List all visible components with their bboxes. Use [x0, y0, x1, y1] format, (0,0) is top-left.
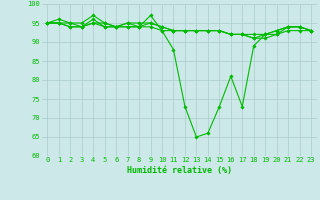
X-axis label: Humidité relative (%): Humidité relative (%): [127, 166, 232, 175]
